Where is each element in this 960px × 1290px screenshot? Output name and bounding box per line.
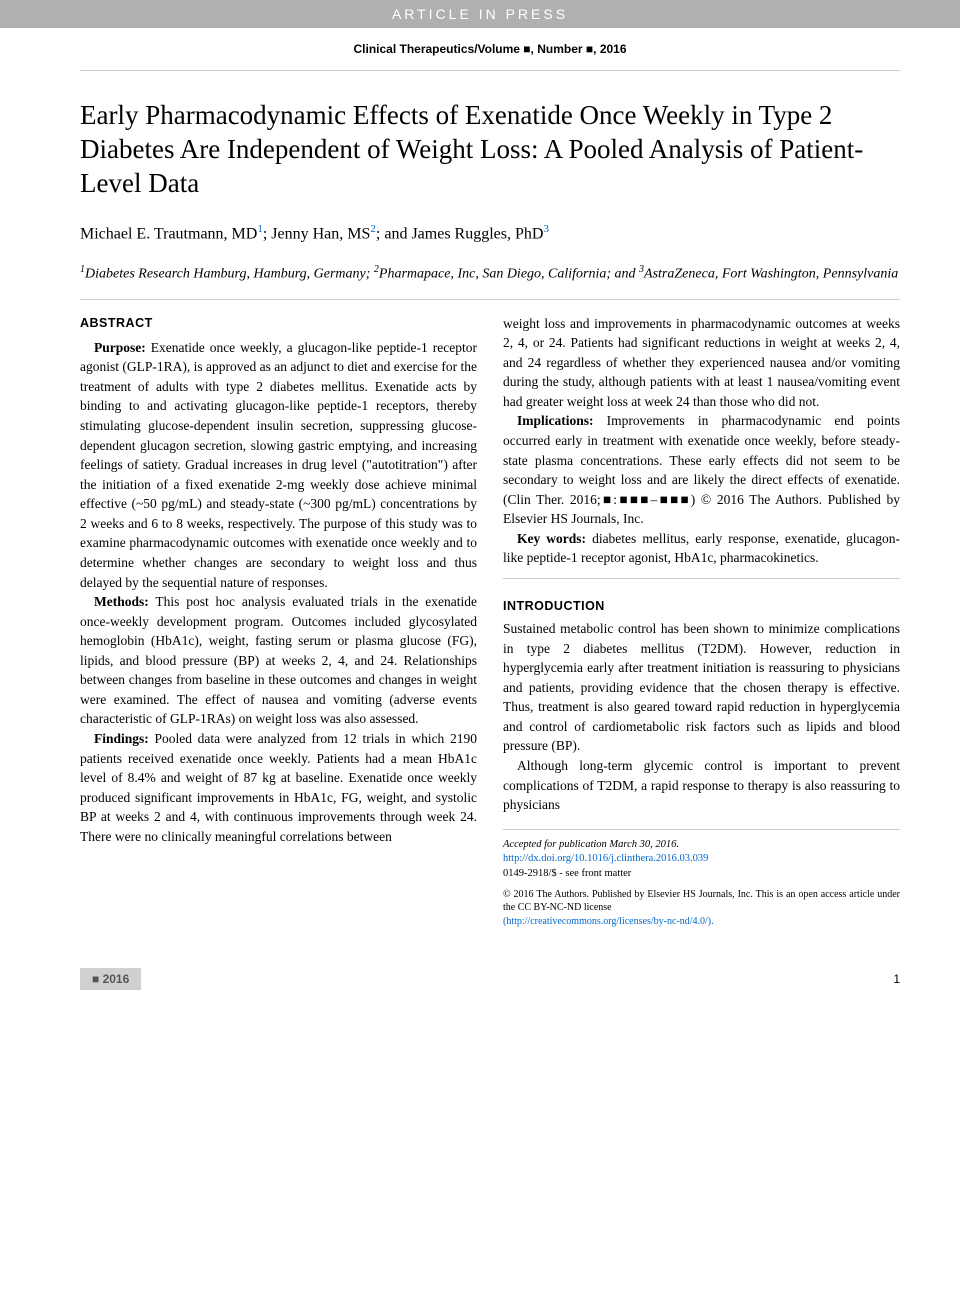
abstract-purpose: Purpose: Exenatide once weekly, a glucag… bbox=[80, 338, 477, 592]
page-content: Clinical Therapeutics/Volume ■, Number ■… bbox=[0, 32, 960, 1030]
keywords-label: Key words: bbox=[517, 531, 586, 546]
left-column: ABSTRACT Purpose: Exenatide once weekly,… bbox=[80, 314, 477, 929]
implications-text: Improvements in pharmacodynamic end poin… bbox=[503, 413, 900, 526]
abstract-heading: ABSTRACT bbox=[80, 314, 477, 332]
methods-label: Methods: bbox=[94, 594, 149, 609]
introduction-heading: INTRODUCTION bbox=[503, 597, 900, 615]
copyright-notice: © 2016 The Authors. Published by Elsevie… bbox=[503, 888, 900, 929]
article-in-press-banner: ARTICLE IN PRESS bbox=[0, 0, 960, 28]
purpose-label: Purpose: bbox=[94, 340, 146, 355]
implications-label: Implications: bbox=[517, 413, 594, 428]
footnote-divider bbox=[503, 829, 900, 830]
page-footer: ■ 2016 1 bbox=[80, 968, 900, 990]
abstract-findings: Findings: Pooled data were analyzed from… bbox=[80, 729, 477, 846]
article-footnotes: Accepted for publication March 30, 2016.… bbox=[503, 838, 900, 882]
section-divider bbox=[503, 578, 900, 579]
findings-label: Findings: bbox=[94, 731, 149, 746]
license-link[interactable]: (http://creativecommons.org/licenses/by-… bbox=[503, 916, 714, 927]
doi-link[interactable]: http://dx.doi.org/10.1016/j.clinthera.20… bbox=[503, 852, 900, 867]
issn-info: 0149-2918/$ - see front matter bbox=[503, 867, 900, 882]
intro-paragraph-2: Although long-term glycemic control is i… bbox=[503, 756, 900, 815]
findings-continuation: weight loss and improvements in pharmaco… bbox=[503, 314, 900, 412]
journal-header: Clinical Therapeutics/Volume ■, Number ■… bbox=[80, 32, 900, 71]
copyright-text: © 2016 The Authors. Published by Elsevie… bbox=[503, 889, 900, 914]
right-column: weight loss and improvements in pharmaco… bbox=[503, 314, 900, 929]
authors-list: Michael E. Trautmann, MD1; Jenny Han, MS… bbox=[80, 222, 900, 246]
abstract-implications: Implications: Improvements in pharmacody… bbox=[503, 411, 900, 528]
abstract-keywords: Key words: diabetes mellitus, early resp… bbox=[503, 529, 900, 568]
purpose-text: Exenatide once weekly, a glucagon-like p… bbox=[80, 340, 477, 590]
two-column-content: ABSTRACT Purpose: Exenatide once weekly,… bbox=[80, 314, 900, 929]
accepted-date: Accepted for publication March 30, 2016. bbox=[503, 838, 900, 853]
abstract-methods: Methods: This post hoc analysis evaluate… bbox=[80, 592, 477, 729]
footer-year: ■ 2016 bbox=[80, 968, 141, 990]
affiliations: 1Diabetes Research Hamburg, Hamburg, Ger… bbox=[80, 262, 900, 300]
findings-text: Pooled data were analyzed from 12 trials… bbox=[80, 731, 477, 844]
page-number: 1 bbox=[893, 968, 900, 990]
article-title: Early Pharmacodynamic Effects of Exenati… bbox=[80, 99, 900, 200]
methods-text: This post hoc analysis evaluated trials … bbox=[80, 594, 477, 726]
intro-paragraph-1: Sustained metabolic control has been sho… bbox=[503, 619, 900, 756]
